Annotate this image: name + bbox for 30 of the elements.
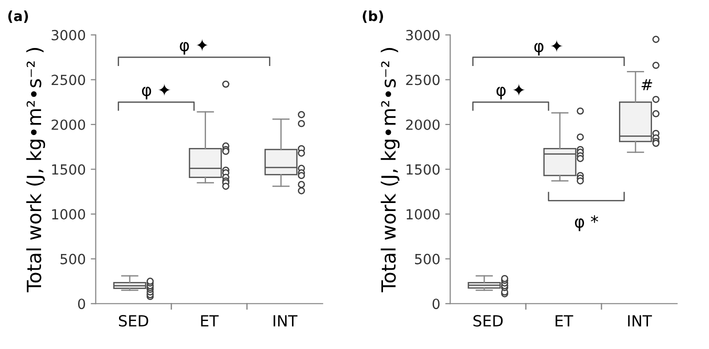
chart-title: (b) <box>362 10 384 23</box>
y-tick-label: 0 <box>78 298 86 310</box>
x-tick-label: SED <box>118 315 148 327</box>
y-axis-title: Total work (J, kg•m²•s⁻² ) <box>380 48 400 292</box>
y-tick-label: 0 <box>432 298 440 310</box>
annotation: φ * <box>574 215 598 232</box>
y-tick-label: 1000 <box>406 209 440 220</box>
x-tick-label: ET <box>201 315 219 326</box>
y-tick-label: 2000 <box>52 119 86 130</box>
annotation: φ ✦ <box>534 40 563 56</box>
annotation: φ ✦ <box>142 84 171 100</box>
y-tick-label: 3000 <box>406 30 440 40</box>
y-tick-label: 500 <box>415 254 440 264</box>
y-tick-label: 2000 <box>406 119 440 130</box>
y-tick-label: 3000 <box>52 30 86 40</box>
y-tick-label: 1000 <box>52 209 86 220</box>
annotation: # <box>642 79 652 90</box>
y-tick-label: 2500 <box>406 74 440 86</box>
y-tick-label: 1500 <box>52 164 86 175</box>
chart-title: (a) <box>8 10 28 23</box>
x-tick-label: SED <box>473 315 503 327</box>
y-tick-label: 500 <box>60 254 86 264</box>
y-tick-label: 1500 <box>406 164 440 175</box>
x-tick-label: INT <box>628 315 652 326</box>
annotation: φ ✦ <box>180 38 208 55</box>
annotation: φ ✦ <box>496 84 526 100</box>
y-tick-label: 2500 <box>52 74 86 86</box>
x-tick-label: ET <box>556 315 574 326</box>
x-tick-label: INT <box>274 315 298 326</box>
y-axis-title: Total work (J, kg•m²•s⁻² ) <box>26 48 46 292</box>
